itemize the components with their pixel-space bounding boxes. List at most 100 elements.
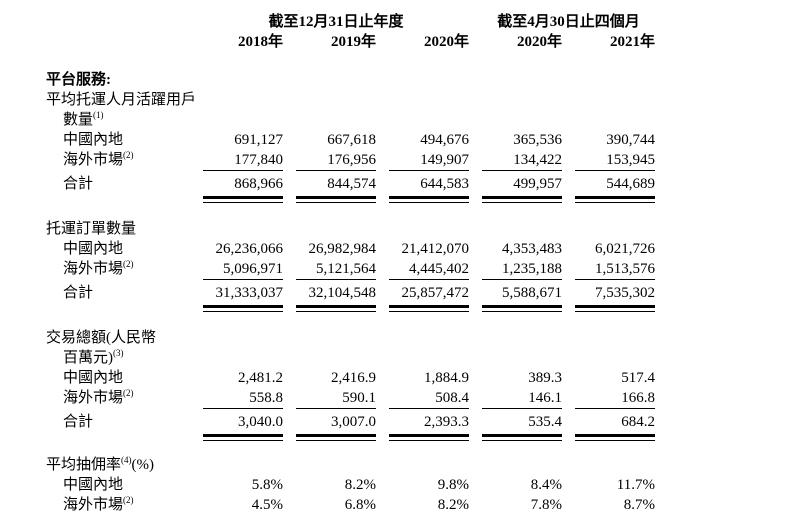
total-row: 合計 3,040.0 3,007.0 2,393.3 535.4 684.2 [46, 408, 798, 432]
double-rule [575, 305, 655, 312]
cell-value: 6.8% [344, 497, 376, 513]
metric-title-line2: 數量(1) [46, 110, 190, 130]
table-row: 海外市場(2) 4.5% 6.8% 8.2% 7.8% 8.7% [46, 495, 798, 515]
header-spacer [46, 32, 190, 52]
period-header-annual: 截至12月31日止年度 [268, 14, 404, 30]
year-header-row: 2018年 2019年 2020年 2020年 2021年 [46, 32, 798, 52]
row-label: 中國內地 [46, 475, 190, 495]
cell-value: 8.2% [437, 497, 469, 513]
footnote-ref-2: (2) [123, 388, 134, 398]
cell-value: 146.1 [528, 390, 562, 406]
cell-value: 1,884.9 [424, 370, 469, 386]
col-header-2018: 2018年 [237, 34, 283, 50]
cell-value: 5,121,564 [316, 261, 376, 277]
section-shipping-orders: 托運訂單數量 中國內地 26,236,066 26,982,984 21,412… [46, 219, 798, 312]
double-rule [482, 196, 562, 203]
cell-value: 558.8 [249, 390, 283, 406]
table-row: 中國內地 26,236,066 26,982,984 21,412,070 4,… [46, 239, 798, 259]
row-label: 合計 [46, 279, 190, 303]
row-label: 合計 [46, 170, 190, 194]
double-rule [296, 434, 376, 441]
section-title-suffix: (%) [131, 457, 155, 473]
section-heading-row: 托運訂單數量 [46, 219, 798, 239]
cell-value: 4,445,402 [409, 261, 469, 277]
cell-value: 517.4 [621, 370, 655, 386]
footnote-ref-1: (1) [93, 110, 104, 120]
double-rule [482, 305, 562, 312]
cell-value: 389.3 [528, 370, 562, 386]
cell-value: 26,982,984 [308, 241, 377, 257]
total-cell-value: 25,857,472 [389, 279, 469, 303]
double-rule [389, 196, 469, 203]
total-cell-value: 3,040.0 [203, 408, 283, 432]
total-cell-value: 544,689 [575, 170, 655, 194]
cell-value: 5,096,971 [223, 261, 283, 277]
cell-value: 9.8% [437, 477, 469, 493]
total-row: 合計 31,333,037 32,104,548 25,857,472 5,58… [46, 279, 798, 303]
cell-value: 8.4% [530, 477, 562, 493]
row-label: 海外市場(2) [46, 388, 190, 408]
double-rule [296, 196, 376, 203]
cell-value: 590.1 [342, 390, 376, 406]
rule-spacer [46, 196, 190, 203]
header-spacer [46, 12, 190, 32]
table-row: 海外市場(2) 5,096,971 5,121,564 4,445,402 1,… [46, 259, 798, 279]
total-cell-value: 868,966 [203, 170, 283, 194]
table-row: 中國內地 2,481.2 2,416.9 1,884.9 389.3 517.4 [46, 368, 798, 388]
total-cell-value: 3,007.0 [296, 408, 376, 432]
cell-value: 5.8% [251, 477, 283, 493]
section-heading-row: 交易總額(人民幣 [46, 328, 798, 348]
row-label: 海外市場(2) [46, 495, 190, 515]
total-cell-value: 684.2 [575, 408, 655, 432]
section-heading-row: 平均抽佣率(4)(%) [46, 455, 798, 475]
col-header-2019: 2019年 [330, 34, 376, 50]
cell-value: 6,021,726 [595, 241, 655, 257]
cell-value: 8.2% [344, 477, 376, 493]
row-label-text: 合計 [63, 285, 94, 301]
footnote-ref-2: (2) [123, 495, 134, 505]
row-label: 中國內地 [46, 130, 190, 150]
double-rule [575, 434, 655, 441]
col-header-2021-4m: 2021年 [609, 34, 655, 50]
row-label-text: 中國內地 [63, 370, 124, 386]
row-label: 海外市場(2) [46, 150, 190, 170]
double-rule [203, 196, 283, 203]
total-cell-value: 535.4 [482, 408, 562, 432]
cell-value: 691,127 [234, 132, 283, 148]
cell-value: 7.8% [530, 497, 562, 513]
footnote-ref-4: (4) [121, 455, 132, 465]
cell-value: 667,618 [327, 132, 376, 148]
footnote-ref-3: (3) [113, 348, 124, 358]
total-cell-value: 644,583 [389, 170, 469, 194]
double-rule [575, 196, 655, 203]
period-header-row: 截至12月31日止年度 截至4月30日止四個月 [46, 12, 798, 32]
double-rule-row [46, 305, 798, 312]
cell-value: 1,513,576 [595, 261, 655, 277]
double-rule [203, 305, 283, 312]
total-cell-value: 31,333,037 [203, 279, 283, 303]
row-label-text: 中國內地 [63, 241, 124, 257]
row-label: 中國內地 [46, 239, 190, 259]
total-cell-value: 844,574 [296, 170, 376, 194]
cell-value: 149,907 [420, 152, 469, 168]
row-label: 海外市場(2) [46, 259, 190, 279]
section-title-text: 平均抽佣率 [46, 457, 122, 473]
section-title: 平均抽佣率(4)(%) [46, 455, 190, 475]
metric-title-text: 數量 [63, 112, 94, 128]
total-cell-value: 7,535,302 [575, 279, 655, 303]
total-cell-value: 5,588,671 [482, 279, 562, 303]
cell-value: 153,945 [606, 152, 655, 168]
rule-spacer [46, 434, 190, 441]
total-cell-value: 499,957 [482, 170, 562, 194]
double-rule [389, 434, 469, 441]
col-header-2020-4m: 2020年 [516, 34, 562, 50]
section-heading-row: 平台服務: [46, 70, 798, 90]
metric-heading-row: 數量(1) [46, 110, 798, 130]
section-take-rate: 平均抽佣率(4)(%) 中國內地 5.8% 8.2% 9.8% 8.4% 11.… [46, 455, 798, 515]
row-label-text: 中國內地 [63, 477, 124, 493]
total-cell-value: 2,393.3 [389, 408, 469, 432]
cell-value: 4,353,483 [502, 241, 562, 257]
cell-value: 508.4 [435, 390, 469, 406]
section-title-line2: 百萬元)(3) [46, 348, 190, 368]
